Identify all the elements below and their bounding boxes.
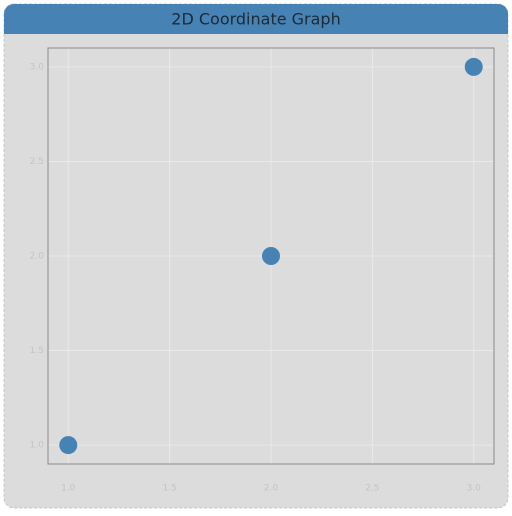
y-tick-label: 1.5 bbox=[30, 346, 44, 356]
y-tick-label: 3.0 bbox=[30, 62, 45, 72]
y-tick-label: 1.0 bbox=[30, 441, 45, 451]
x-tick-label: 2.0 bbox=[264, 484, 279, 494]
title-bar bbox=[4, 4, 508, 34]
data-point bbox=[262, 247, 280, 265]
data-point bbox=[464, 57, 483, 76]
x-tick-label: 2.5 bbox=[365, 484, 379, 494]
y-tick-label: 2.5 bbox=[30, 157, 44, 167]
data-point bbox=[59, 436, 78, 455]
chart-title: 2D Coordinate Graph bbox=[171, 10, 340, 29]
x-tick-label: 3.0 bbox=[467, 484, 482, 494]
x-tick-label: 1.0 bbox=[61, 484, 76, 494]
y-tick-label: 2.0 bbox=[30, 252, 45, 262]
plot-frame bbox=[47, 47, 495, 465]
x-tick-label: 1.5 bbox=[162, 484, 176, 494]
